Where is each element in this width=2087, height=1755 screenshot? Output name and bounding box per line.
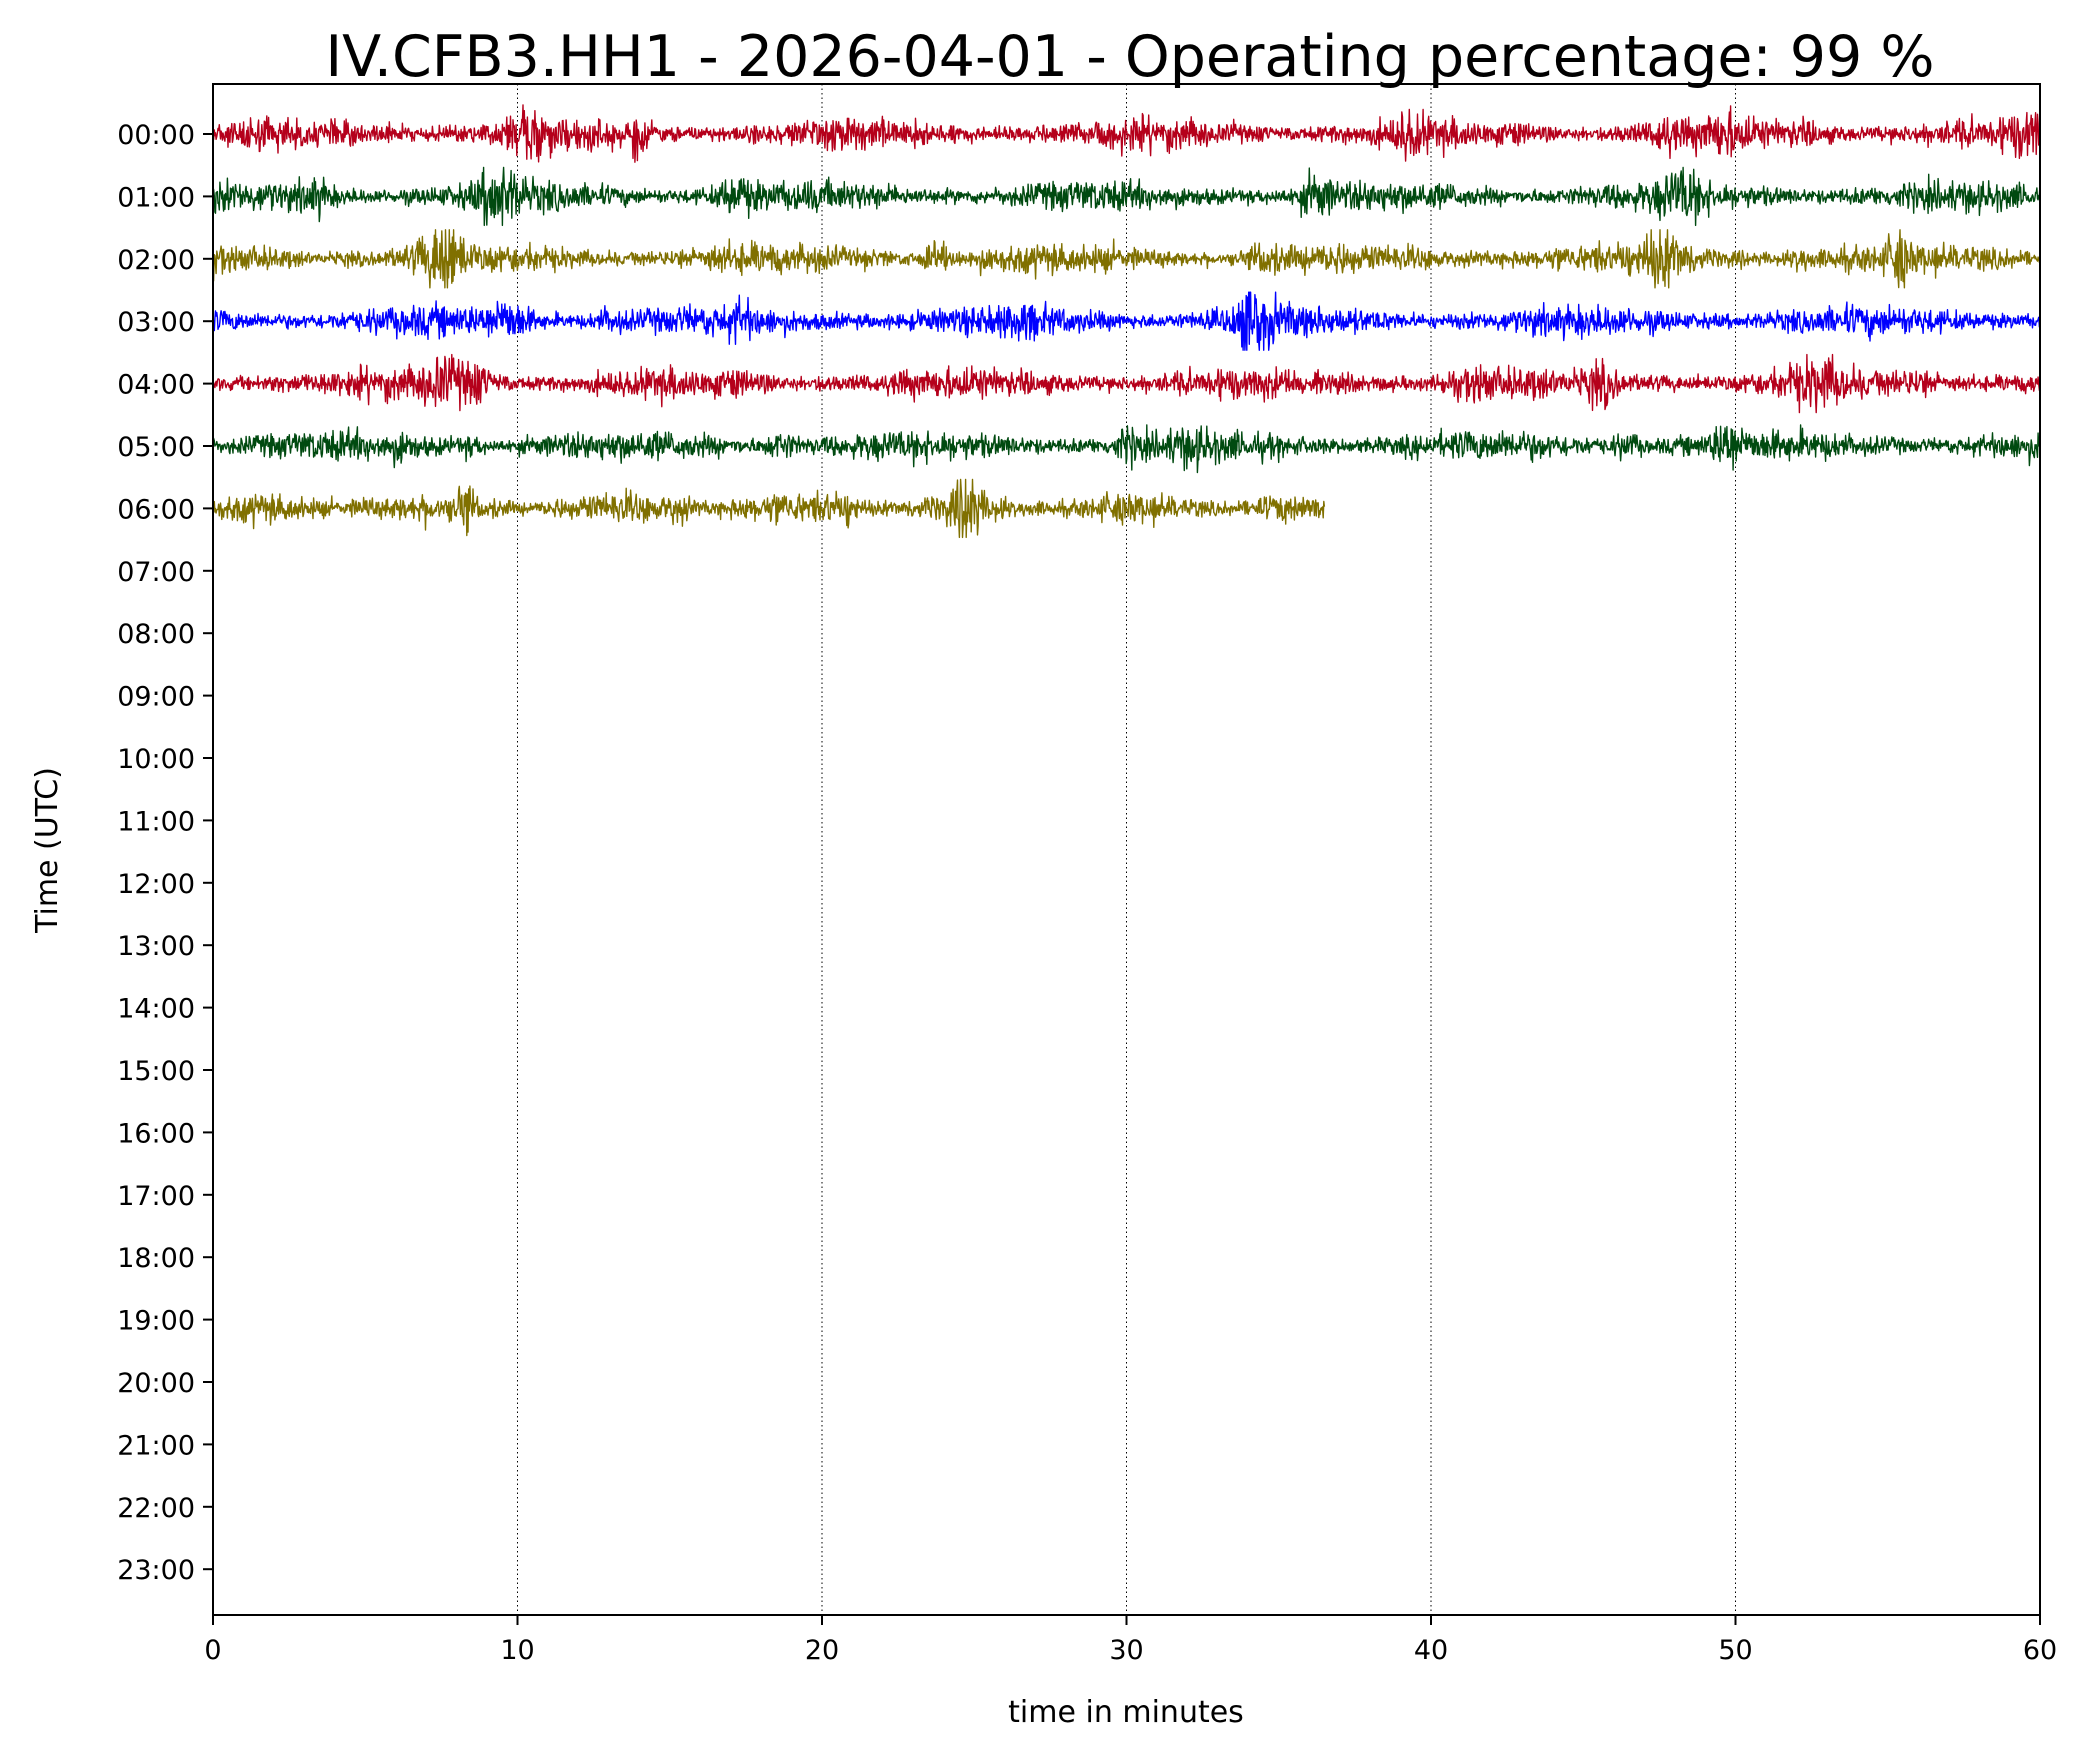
y-tick-label: 06:00 (117, 494, 195, 525)
y-tick-label: 03:00 (117, 307, 195, 338)
trace-0300 (212, 291, 2041, 351)
y-tick-label: 11:00 (117, 806, 195, 837)
grid-lines (517, 84, 1736, 1615)
y-tick-label: 10:00 (117, 744, 195, 775)
y-tick-label: 18:00 (117, 1243, 195, 1274)
trace-0600 (212, 478, 1326, 539)
y-tick-label: 22:00 (117, 1493, 195, 1524)
x-tick-label: 0 (204, 1635, 221, 1666)
y-tick-label: 14:00 (117, 994, 195, 1025)
x-tick-label: 10 (500, 1635, 534, 1666)
trace-0400 (212, 353, 2041, 414)
y-tick-label: 07:00 (117, 557, 195, 588)
y-tick-label: 01:00 (117, 182, 195, 213)
y-tick-label: 04:00 (117, 370, 195, 401)
x-tick-label: 40 (1414, 1635, 1448, 1666)
trace-0000 (212, 104, 2041, 163)
y-tick-label: 20:00 (117, 1368, 195, 1399)
y-tick-label: 13:00 (117, 931, 195, 962)
chart-title: IV.CFB3.HH1 - 2026-04-01 - Operating per… (325, 24, 1934, 90)
y-axis-label: Time (UTC) (30, 767, 65, 934)
y-tick-label: 21:00 (117, 1430, 195, 1461)
y-tick-label: 15:00 (117, 1056, 195, 1087)
seismic-traces (212, 104, 2041, 539)
y-tick-label: 05:00 (117, 432, 195, 463)
x-axis-ticks: 0 10 20 30 40 50 60 (204, 1615, 2057, 1666)
y-tick-label: 08:00 (117, 619, 195, 650)
y-tick-label: 02:00 (117, 245, 195, 276)
y-tick-label: 12:00 (117, 869, 195, 900)
x-tick-label: 50 (1718, 1635, 1752, 1666)
y-tick-label: 17:00 (117, 1181, 195, 1212)
y-tick-label: 16:00 (117, 1118, 195, 1149)
trace-0200 (212, 229, 2041, 289)
y-tick-label: 19:00 (117, 1306, 195, 1337)
y-tick-label: 00:00 (117, 120, 195, 151)
y-tick-label: 09:00 (117, 682, 195, 713)
trace-0500 (212, 424, 2041, 474)
x-axis-label: time in minutes (1008, 1695, 1244, 1730)
x-tick-label: 30 (1109, 1635, 1143, 1666)
y-tick-label: 23:00 (117, 1555, 195, 1586)
x-tick-label: 20 (805, 1635, 839, 1666)
trace-0100 (212, 166, 2041, 227)
x-tick-label: 60 (2023, 1635, 2057, 1666)
y-axis-ticks: 00:00 01:00 02:00 03:00 04:00 05:00 06:00 07:00… (117, 120, 213, 1586)
